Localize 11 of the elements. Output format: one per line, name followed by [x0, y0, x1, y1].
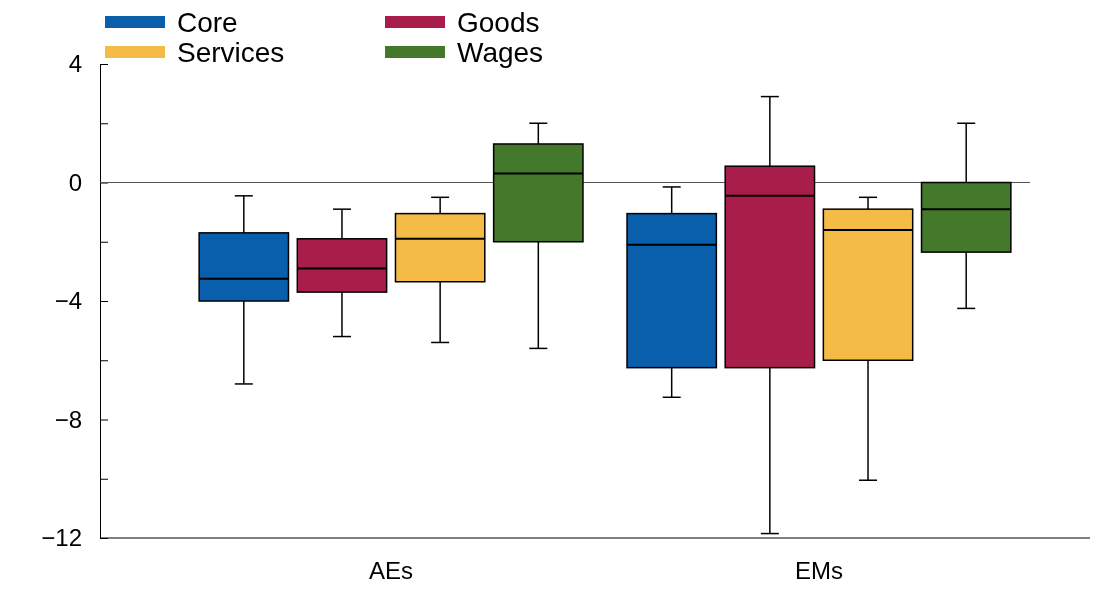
legend-label: Goods	[457, 7, 540, 38]
x-tick-label: AEs	[369, 557, 414, 585]
legend-label: Wages	[457, 37, 544, 68]
y-tick-label: 4	[68, 50, 82, 78]
y-tick-label: −12	[41, 524, 82, 552]
y-tick-label: −4	[54, 287, 82, 315]
legend-label: Core	[177, 7, 238, 38]
y-tick-label: −8	[54, 405, 82, 433]
y-tick-label: 0	[68, 168, 82, 196]
legend-label: Services	[177, 37, 285, 68]
x-tick-label: EMs	[794, 557, 843, 585]
